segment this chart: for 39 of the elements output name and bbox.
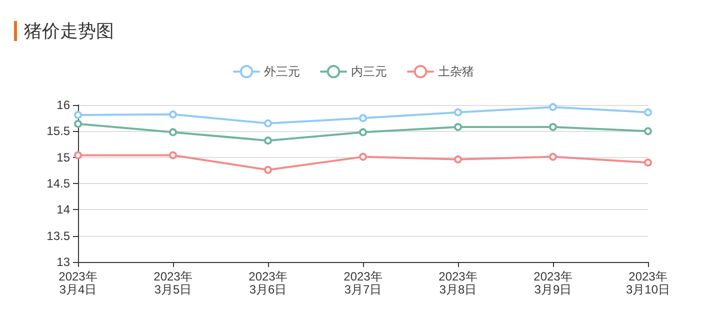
legend-label: 外三元 [264,64,300,79]
point [644,108,652,116]
y-tick-label: 13.5 [46,228,70,243]
point [549,152,557,161]
y-tick-label: 15.5 [46,124,70,138]
point [359,114,367,122]
x-tick-label: 2023年 3月4日 [58,270,98,296]
point [359,152,367,161]
x-tick-label: 2023年 3月8日 [438,270,478,296]
point [264,119,272,128]
x-tick-label: 2023年 3月7日 [344,270,382,296]
y-tick-label: 14 [56,202,70,217]
point [169,128,177,136]
x-tick-label: 2023年 3月6日 [248,270,288,296]
legend-label: 内三元 [351,64,387,79]
point [549,122,557,131]
point [454,155,462,164]
y-tick-label: 13 [56,255,70,269]
point [454,122,462,131]
point [264,166,272,174]
point [74,110,82,119]
point [644,158,652,167]
x-tick-label: 2023年 3月10日 [626,270,670,296]
point [169,151,177,160]
point [74,151,82,160]
x-tick-label: 2023年 3月9日 [534,270,572,296]
point [454,108,462,116]
point [74,120,82,128]
point [359,128,367,136]
y-tick-label: 16 [56,98,70,112]
y-tick-label: 15 [56,150,70,164]
y-tick-label: 14.5 [46,176,70,190]
point [549,103,557,112]
point [169,110,177,118]
x-tick-label: 2023年 3月5日 [154,270,192,296]
point [644,127,652,136]
legend-label: 土杂猪 [438,64,474,79]
point [264,136,272,145]
chart-title: 猪价走势图 [24,20,114,43]
